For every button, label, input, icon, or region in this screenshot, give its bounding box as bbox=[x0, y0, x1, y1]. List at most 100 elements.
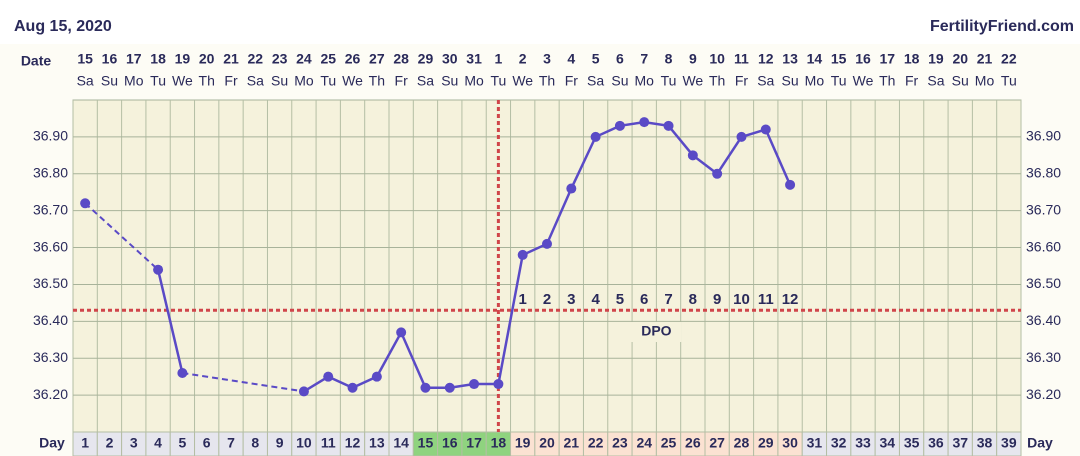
y-tick-label-right: 36.90 bbox=[1026, 128, 1061, 144]
y-tick-label: 36.40 bbox=[33, 312, 68, 328]
date-label: 1 bbox=[494, 51, 502, 67]
day-cell bbox=[169, 431, 196, 456]
y-tick-label: 36.80 bbox=[33, 164, 68, 180]
y-tick-label-right: 36.50 bbox=[1026, 275, 1061, 291]
site-name: FertilityFriend.com bbox=[930, 18, 1074, 35]
day-label: 32 bbox=[831, 435, 847, 451]
y-tick-label: 36.30 bbox=[33, 349, 68, 365]
weekday-label: Mo bbox=[464, 73, 484, 89]
weekday-label: Th bbox=[199, 73, 215, 89]
date-label: 3 bbox=[543, 51, 551, 67]
day-cell bbox=[72, 431, 98, 456]
weekday-label: Tu bbox=[490, 73, 506, 89]
day-axis-label: Day bbox=[39, 435, 65, 451]
day-label: 10 bbox=[296, 435, 312, 451]
date-label: 11 bbox=[734, 51, 749, 67]
date-label: 17 bbox=[126, 51, 142, 67]
temp-point bbox=[663, 120, 674, 131]
day-label: 37 bbox=[952, 435, 968, 451]
date-label: 7 bbox=[640, 51, 648, 67]
date-label: 12 bbox=[758, 51, 774, 67]
weekday-label: Fr bbox=[735, 73, 749, 89]
temp-point bbox=[153, 264, 164, 275]
dpo-number: 6 bbox=[640, 291, 648, 308]
date-label: 20 bbox=[199, 51, 215, 67]
weekday-label: Su bbox=[101, 73, 118, 89]
dpo-number: 10 bbox=[733, 291, 750, 308]
weekday-label: Tu bbox=[661, 73, 677, 89]
y-tick-label: 36.70 bbox=[33, 201, 68, 217]
gap-connector bbox=[84, 202, 159, 271]
day-label: 30 bbox=[782, 435, 798, 451]
day-label: 33 bbox=[855, 435, 871, 451]
day-label: 1 bbox=[81, 435, 89, 451]
date-label: 22 bbox=[248, 51, 264, 67]
temp-point bbox=[712, 168, 723, 179]
day-cell bbox=[121, 431, 147, 456]
day-label: 34 bbox=[880, 435, 896, 451]
weekday-label: Sa bbox=[587, 73, 604, 89]
date-label: 13 bbox=[782, 51, 798, 67]
dpo-number: 12 bbox=[782, 291, 799, 308]
day-label: 18 bbox=[491, 435, 507, 451]
dpo-number: 1 bbox=[519, 291, 527, 308]
weekday-label: Mo bbox=[805, 73, 825, 89]
dpo-number: 11 bbox=[758, 291, 774, 308]
day-label: 27 bbox=[709, 435, 725, 451]
weekday-label: Su bbox=[611, 73, 628, 89]
day-label: 23 bbox=[612, 435, 628, 451]
date-label: 2 bbox=[519, 51, 527, 67]
weekday-label: Sa bbox=[417, 73, 434, 89]
date-label: 17 bbox=[880, 51, 896, 67]
temp-point bbox=[760, 124, 771, 135]
day-label: 22 bbox=[588, 435, 604, 451]
day-label: 12 bbox=[345, 435, 361, 451]
weekday-label: Tu bbox=[1001, 73, 1017, 89]
date-label: 16 bbox=[855, 51, 871, 67]
y-tick-label-right: 36.20 bbox=[1026, 386, 1061, 402]
weekday-label: Fr bbox=[224, 73, 238, 89]
date-label: 23 bbox=[272, 51, 288, 67]
weekday-label: Th bbox=[539, 73, 555, 89]
day-label: 3 bbox=[130, 435, 138, 451]
gap-connector bbox=[182, 371, 305, 393]
day-cell bbox=[826, 431, 852, 456]
day-label: 15 bbox=[418, 435, 434, 451]
date-label: Date bbox=[21, 53, 52, 69]
day-cell bbox=[364, 431, 390, 456]
day-cell bbox=[923, 431, 949, 456]
day-label: 19 bbox=[515, 435, 531, 451]
day-label: 7 bbox=[227, 435, 235, 451]
day-cell bbox=[412, 431, 439, 456]
chart-date: Aug 15, 2020 bbox=[14, 18, 112, 35]
day-cell bbox=[801, 431, 828, 456]
temp-point bbox=[371, 371, 382, 382]
y-tick-label-right: 36.80 bbox=[1026, 164, 1061, 180]
date-label: 15 bbox=[831, 51, 847, 67]
day-cell bbox=[850, 431, 876, 456]
y-tick-label-right: 36.30 bbox=[1026, 349, 1061, 365]
header-bar bbox=[0, 0, 1080, 44]
weekday-label: Th bbox=[369, 73, 385, 89]
day-cell bbox=[510, 431, 536, 456]
weekday-label: Su bbox=[782, 73, 799, 89]
day-label: 38 bbox=[977, 435, 993, 451]
date-label: 18 bbox=[150, 51, 166, 67]
day-label: 25 bbox=[661, 435, 677, 451]
temp-point bbox=[687, 150, 698, 161]
temp-point bbox=[347, 382, 358, 393]
day-label: 4 bbox=[154, 435, 162, 451]
weekday-label: Mo bbox=[294, 73, 314, 89]
weekday-label: We bbox=[342, 73, 363, 89]
weekday-label: We bbox=[172, 73, 193, 89]
day-cell bbox=[218, 431, 244, 456]
date-label: 15 bbox=[77, 51, 93, 67]
dpo-number: 2 bbox=[543, 291, 551, 308]
temp-point bbox=[566, 183, 577, 194]
dpo-number: 8 bbox=[689, 291, 697, 308]
day-cell bbox=[242, 431, 268, 456]
date-label: 29 bbox=[418, 51, 434, 67]
y-tick-label: 36.20 bbox=[33, 386, 68, 402]
date-label: 8 bbox=[665, 51, 673, 67]
